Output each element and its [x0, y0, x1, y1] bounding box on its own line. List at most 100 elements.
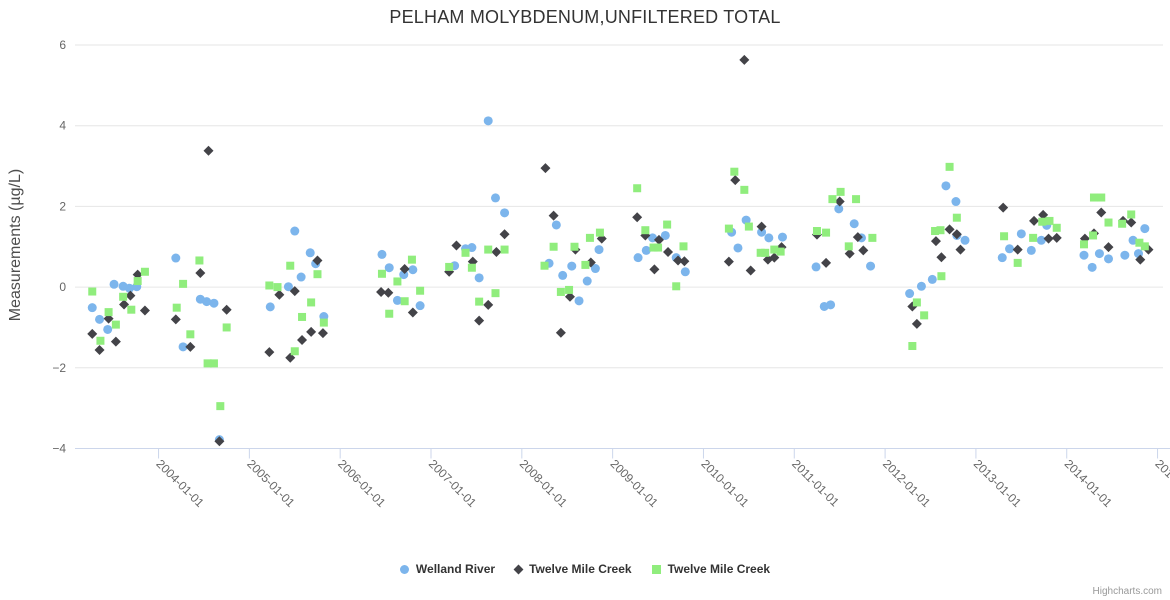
data-point-series-1-diamond[interactable]	[289, 286, 300, 297]
data-point-series-2-square[interactable]	[761, 248, 770, 257]
data-point-series-0-circle[interactable]	[1094, 249, 1104, 259]
data-point-series-1-diamond[interactable]	[499, 229, 510, 240]
data-point-series-2-square[interactable]	[1089, 193, 1098, 202]
data-point-series-2-square[interactable]	[127, 305, 136, 314]
data-point-series-1-diamond[interactable]	[1043, 233, 1054, 244]
data-point-series-1-diamond[interactable]	[723, 256, 734, 267]
data-point-series-2-square[interactable]	[179, 279, 188, 288]
data-point-series-0-circle[interactable]	[384, 263, 394, 273]
legend-item-0-welland-river[interactable]: Welland River	[399, 562, 495, 576]
data-point-series-2-square[interactable]	[307, 298, 316, 307]
data-point-series-0-circle[interactable]	[733, 243, 743, 253]
data-point-series-2-square[interactable]	[649, 243, 658, 252]
data-point-series-2-square[interactable]	[88, 287, 97, 296]
data-point-series-0-circle[interactable]	[103, 324, 113, 334]
data-point-series-1-diamond[interactable]	[1029, 215, 1040, 226]
legend-item-1-twelve-mile-creek[interactable]: Twelve Mile Creek	[513, 562, 632, 576]
data-point-series-2-square[interactable]	[1038, 217, 1047, 226]
data-point-series-2-square[interactable]	[265, 281, 274, 290]
data-point-series-2-square[interactable]	[679, 242, 688, 251]
data-point-series-1-diamond[interactable]	[936, 252, 947, 263]
data-point-series-0-circle[interactable]	[590, 264, 600, 274]
data-point-series-0-circle[interactable]	[757, 227, 767, 237]
data-point-series-1-diamond[interactable]	[376, 286, 387, 297]
data-point-series-1-diamond[interactable]	[834, 196, 845, 207]
data-point-series-0-circle[interactable]	[483, 116, 493, 126]
data-point-series-2-square[interactable]	[400, 297, 409, 306]
data-point-series-2-square[interactable]	[633, 184, 642, 193]
data-point-series-1-diamond[interactable]	[491, 246, 502, 257]
data-point-series-2-square[interactable]	[540, 261, 549, 270]
data-point-series-1-diamond[interactable]	[1135, 254, 1146, 265]
data-point-series-0-circle[interactable]	[87, 303, 97, 313]
data-point-series-0-circle[interactable]	[849, 219, 859, 229]
data-point-series-0-circle[interactable]	[1026, 245, 1036, 255]
data-point-series-1-diamond[interactable]	[998, 202, 1009, 213]
data-point-series-0-circle[interactable]	[305, 248, 315, 258]
data-point-series-0-circle[interactable]	[296, 272, 306, 282]
data-point-series-1-diamond[interactable]	[110, 336, 121, 347]
data-point-series-0-circle[interactable]	[392, 295, 402, 305]
data-point-series-1-diamond[interactable]	[274, 289, 285, 300]
data-point-series-2-square[interactable]	[140, 267, 149, 276]
data-point-series-2-square[interactable]	[828, 195, 837, 204]
data-point-series-0-circle[interactable]	[490, 193, 500, 203]
data-point-series-2-square[interactable]	[484, 245, 493, 254]
data-point-series-2-square[interactable]	[740, 185, 749, 194]
data-point-series-1-diamond[interactable]	[195, 267, 206, 278]
data-point-series-0-circle[interactable]	[916, 281, 926, 291]
data-point-series-2-square[interactable]	[1089, 231, 1098, 240]
data-point-series-0-circle[interactable]	[408, 265, 418, 275]
data-point-series-0-circle[interactable]	[927, 274, 937, 284]
data-point-series-2-square[interactable]	[770, 245, 779, 254]
data-point-series-2-square[interactable]	[461, 248, 470, 257]
data-point-series-0-circle[interactable]	[641, 245, 651, 255]
data-point-series-2-square[interactable]	[96, 336, 105, 345]
data-point-series-1-diamond[interactable]	[399, 263, 410, 274]
data-point-series-0-circle[interactable]	[1005, 244, 1015, 254]
data-point-series-2-square[interactable]	[868, 233, 877, 242]
data-point-series-1-diamond[interactable]	[745, 265, 756, 276]
data-point-series-0-circle[interactable]	[290, 226, 300, 236]
data-point-series-2-square[interactable]	[654, 243, 663, 252]
data-point-series-2-square[interactable]	[908, 342, 917, 351]
data-point-series-0-circle[interactable]	[1036, 235, 1046, 245]
data-point-series-2-square[interactable]	[319, 318, 328, 327]
data-point-series-0-circle[interactable]	[178, 342, 188, 352]
data-point-series-2-square[interactable]	[467, 263, 476, 272]
data-point-series-2-square[interactable]	[812, 227, 821, 236]
data-point-series-0-circle[interactable]	[265, 302, 275, 312]
data-point-series-2-square[interactable]	[475, 297, 484, 306]
data-point-series-1-diamond[interactable]	[221, 304, 232, 315]
data-point-series-2-square[interactable]	[581, 260, 590, 269]
data-point-series-1-diamond[interactable]	[1103, 242, 1114, 253]
data-point-series-1-diamond[interactable]	[94, 345, 105, 356]
data-point-series-0-circle[interactable]	[997, 253, 1007, 263]
data-point-series-1-diamond[interactable]	[653, 234, 664, 245]
data-point-series-0-circle[interactable]	[95, 314, 105, 324]
data-point-series-0-circle[interactable]	[1128, 235, 1138, 245]
data-point-series-1-diamond[interactable]	[555, 327, 566, 338]
data-point-series-1-diamond[interactable]	[679, 256, 690, 267]
data-point-series-0-circle[interactable]	[551, 220, 561, 230]
data-point-series-0-circle[interactable]	[558, 270, 568, 280]
data-point-series-0-circle[interactable]	[764, 233, 774, 243]
data-point-series-1-diamond[interactable]	[951, 229, 962, 240]
data-point-series-0-circle[interactable]	[633, 253, 643, 263]
data-point-series-2-square[interactable]	[549, 242, 558, 251]
data-point-series-1-diamond[interactable]	[185, 341, 196, 352]
data-point-series-2-square[interactable]	[1104, 218, 1113, 227]
data-point-series-1-diamond[interactable]	[663, 246, 674, 257]
data-point-series-1-diamond[interactable]	[451, 240, 462, 251]
data-point-series-0-circle[interactable]	[1079, 250, 1089, 260]
data-point-series-0-circle[interactable]	[171, 253, 181, 263]
data-point-series-2-square[interactable]	[836, 187, 845, 196]
data-point-series-0-circle[interactable]	[834, 204, 844, 214]
data-point-series-0-circle[interactable]	[209, 298, 219, 308]
data-point-series-1-diamond[interactable]	[297, 334, 308, 345]
data-point-series-2-square[interactable]	[377, 269, 386, 278]
data-point-series-0-circle[interactable]	[474, 273, 484, 283]
data-point-series-0-circle[interactable]	[777, 232, 787, 242]
data-point-series-1-diamond[interactable]	[1012, 244, 1023, 255]
data-point-series-2-square[interactable]	[491, 289, 500, 298]
